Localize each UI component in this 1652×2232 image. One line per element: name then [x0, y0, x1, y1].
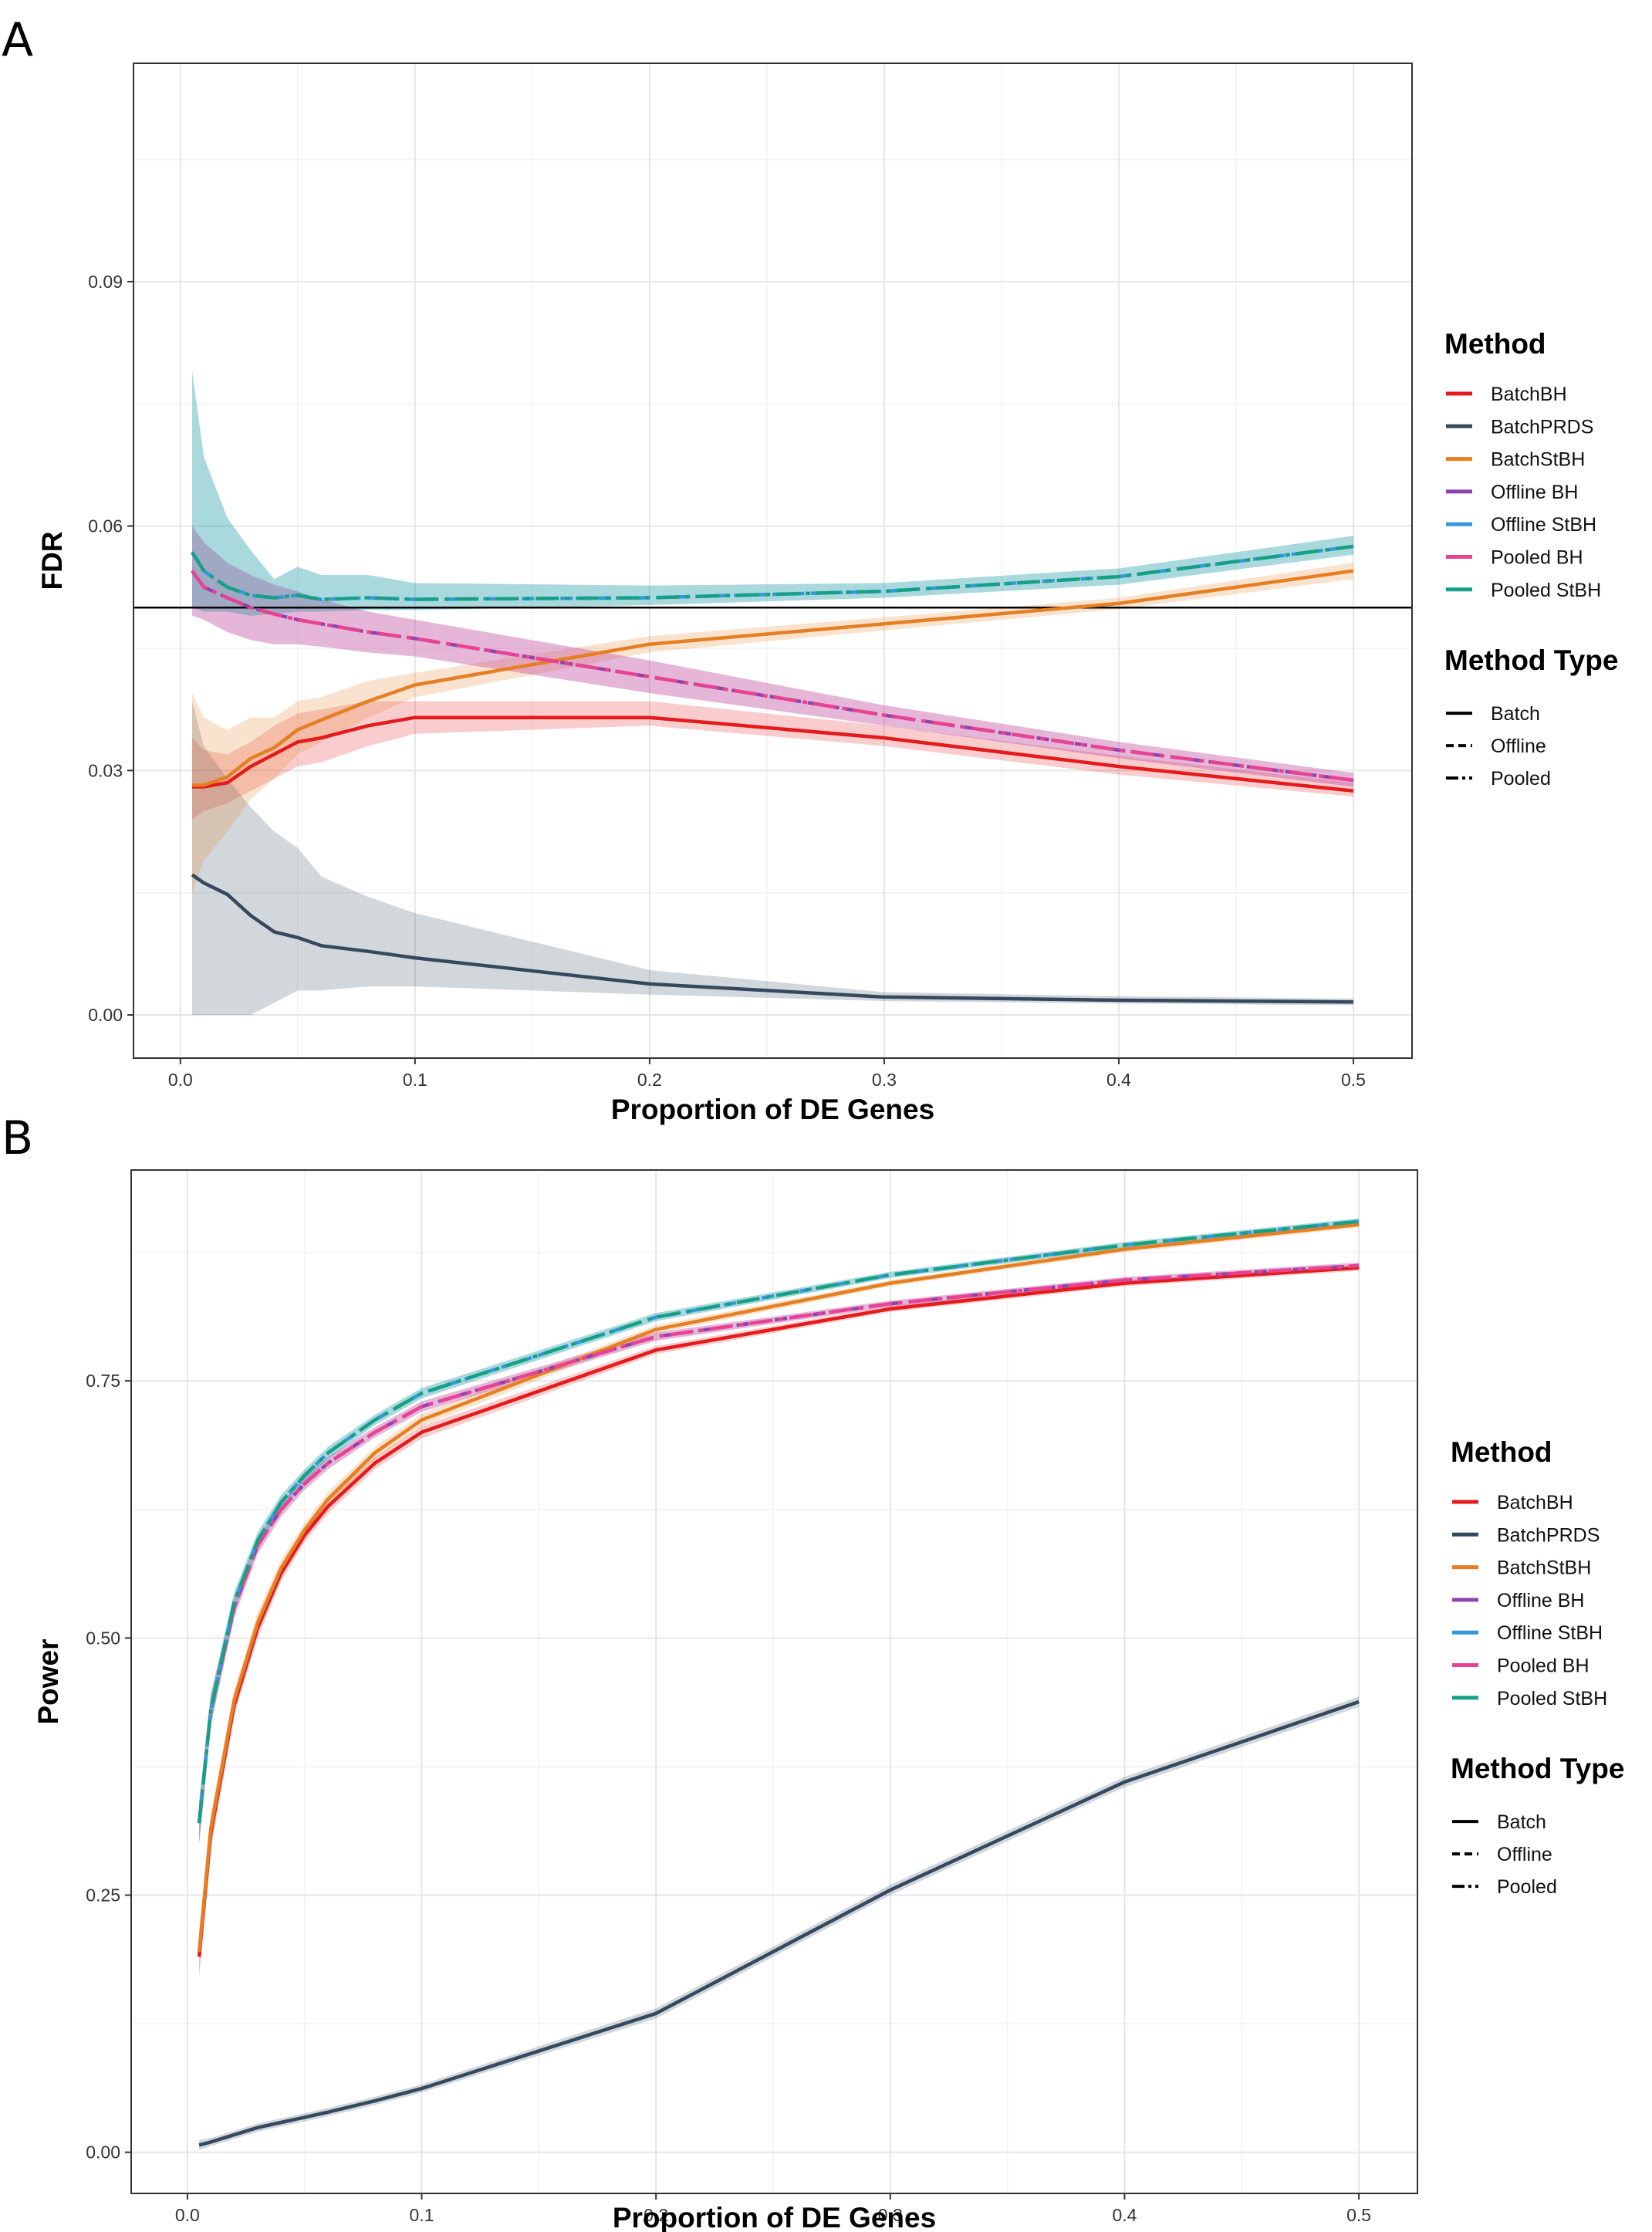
y-axis-title: FDR: [36, 531, 68, 590]
legend-method-title: Method: [1444, 328, 1546, 360]
series-line-batchprds: [198, 1699, 1360, 2147]
legend-label: Offline StBH: [1491, 514, 1596, 536]
legend-label: Pooled BH: [1491, 547, 1583, 569]
legend-label: Pooled StBH: [1497, 1688, 1607, 1710]
y-tick-label: 0.09: [88, 272, 123, 292]
panel-letter: A: [2, 13, 33, 67]
legend-label: BatchBH: [1491, 384, 1567, 405]
x-tick-label: 0.0: [175, 2205, 200, 2225]
legend-label: BatchStBH: [1497, 1557, 1591, 1579]
panel-B: B 0.0 0.1 0.2 0.3 0.4 0.5 0.00 0.25 0.50 0.75 Propo…: [2, 1111, 1624, 2232]
ribbon-pooled-stbh: [192, 371, 1353, 616]
ribbon-batchprds: [192, 701, 1353, 1015]
series-line-pooled-bh: [191, 570, 1354, 783]
x-tick-label: 0.4: [1112, 2205, 1137, 2225]
legend: Method BatchBH BatchPRDS BatchStBH Offline B…: [1451, 1436, 1624, 1898]
legend-label: Pooled StBH: [1491, 580, 1601, 601]
legend-label: Offline: [1497, 1844, 1552, 1865]
ribbon-pooled-stbh: [199, 1218, 1360, 1844]
legend-label: Pooled: [1497, 1876, 1557, 1898]
legend-method-title: Method: [1451, 1436, 1552, 1468]
legend-label: Pooled BH: [1497, 1655, 1590, 1677]
series-line-batchstbh: [197, 1223, 1360, 1953]
legend-label: Pooled: [1491, 768, 1551, 790]
x-axis-title: Proportion of DE Genes: [613, 2202, 936, 2232]
legend-label: BatchBH: [1497, 1492, 1573, 1513]
legend-label: BatchStBH: [1491, 449, 1585, 471]
legend-label: Offline StBH: [1497, 1622, 1603, 1644]
panel-letter: B: [2, 1111, 33, 1165]
y-tick-label: 0.00: [86, 2142, 120, 2163]
legend-label: BatchPRDS: [1491, 416, 1593, 438]
x-tick-label: 0.2: [637, 1070, 662, 1090]
y-tick-label: 0.25: [86, 1885, 120, 1906]
y-tick-label: 0.03: [88, 760, 123, 780]
series-line-batchprds: [191, 873, 1354, 1004]
y-tick-label: 0.00: [88, 1005, 123, 1025]
legend-type-title: Method Type: [1444, 644, 1618, 676]
ribbon-batchprds: [199, 1696, 1360, 2150]
ribbon-pooled-bh: [192, 526, 1353, 787]
y-tick-label: 0.75: [86, 1371, 120, 1391]
y-tick-label: 0.06: [88, 516, 123, 536]
legend-label: Offline BH: [1491, 482, 1578, 503]
x-axis-title: Proportion of DE Genes: [611, 1094, 934, 1125]
ribbon-offline-stbh: [199, 1218, 1360, 1844]
legend-label: Batch: [1497, 1811, 1546, 1833]
ribbon-batchbh: [192, 701, 1353, 820]
y-tick-label: 0.50: [86, 1628, 120, 1648]
x-tick-label: 0.3: [878, 2205, 903, 2225]
x-tick-label: 0.5: [1341, 1070, 1366, 1090]
x-tick-label: 0.0: [168, 1070, 193, 1090]
legend: Method BatchBH BatchPRDS BatchStBH Offline B…: [1444, 328, 1618, 790]
y-axis-title: Power: [32, 1638, 64, 1724]
x-tick-label: 0.5: [1346, 2205, 1371, 2225]
x-tick-label: 0.4: [1106, 1070, 1131, 1090]
series-line-batchbh: [192, 715, 1354, 793]
panel-A: A 0.0 0.1 0.2 0.3 0.4 0.5 0.00 0.03 0.06 0.09 Propo…: [2, 13, 1618, 1125]
ribbon-offline-bh: [192, 526, 1353, 787]
x-tick-label: 0.1: [410, 2205, 434, 2225]
legend-label: BatchPRDS: [1497, 1524, 1600, 1546]
series-line-offline-stbh: [197, 1219, 1360, 1824]
series-line-pooled-stbh: [191, 544, 1354, 601]
x-tick-label: 0.3: [872, 1070, 897, 1090]
ribbon-batchstbh: [192, 563, 1353, 893]
panel-border: [133, 63, 1413, 1059]
panel-border: [130, 1169, 1418, 2194]
x-tick-label: 0.1: [403, 1070, 427, 1090]
series-line-pooled-stbh: [197, 1219, 1360, 1824]
legend-type-title: Method Type: [1451, 1753, 1624, 1784]
plot-background: [131, 1170, 1417, 2193]
series-line-batchstbh: [192, 569, 1354, 787]
legend-label: Offline BH: [1497, 1590, 1584, 1611]
x-tick-label: 0.2: [644, 2205, 668, 2225]
legend-label: Offline: [1491, 736, 1546, 757]
legend-label: Batch: [1491, 703, 1540, 725]
ribbon-offline-stbh: [192, 371, 1353, 616]
